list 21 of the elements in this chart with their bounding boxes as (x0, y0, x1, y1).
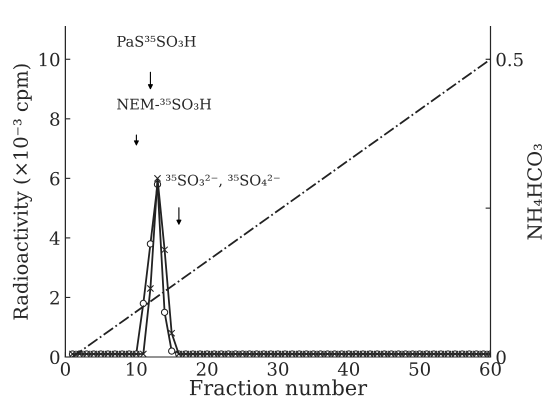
y-tick-label: 6 (50, 172, 60, 186)
y2-tick-label: 0.5 (496, 52, 523, 66)
y-tick-label: 10 (40, 52, 60, 66)
annotation: NEM-³⁵SO₃H (117, 98, 212, 110)
y2-axis-title: NH₄HCO₃ (527, 144, 542, 240)
x-tick-label: 20 (196, 362, 218, 376)
x-tick-label: 0 (60, 362, 70, 376)
x-tick-label: 40 (338, 362, 360, 376)
y-tick-label: 8 (50, 112, 60, 126)
annotation: PaS³⁵SO₃H (117, 36, 196, 47)
y-tick-label: 0 (50, 350, 60, 364)
x-axis-title: Fraction number (190, 379, 368, 396)
annotation: ³⁵SO₃²⁻, ³⁵SO₄²⁻ (166, 174, 280, 188)
x-tick-label: 50 (410, 362, 430, 376)
y-tick-label: 4 (50, 231, 60, 245)
x-tick-label: 10 (126, 362, 147, 376)
x-tick-label: 30 (268, 362, 288, 376)
y-axis-title: Radioactivity (×10⁻³ cpm) (12, 64, 32, 320)
x-tick-label: 60 (480, 362, 501, 376)
y2-tick-label: 0 (496, 350, 506, 364)
y-tick-label: 2 (50, 290, 59, 304)
